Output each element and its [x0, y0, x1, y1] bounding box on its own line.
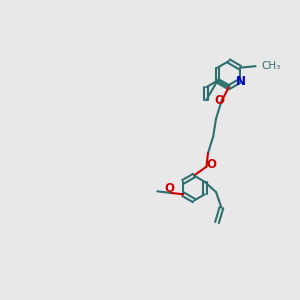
Text: O: O [164, 182, 174, 195]
Text: O: O [215, 94, 225, 107]
Text: CH₃: CH₃ [261, 61, 280, 71]
Text: O: O [206, 158, 216, 171]
Text: N: N [236, 75, 245, 88]
